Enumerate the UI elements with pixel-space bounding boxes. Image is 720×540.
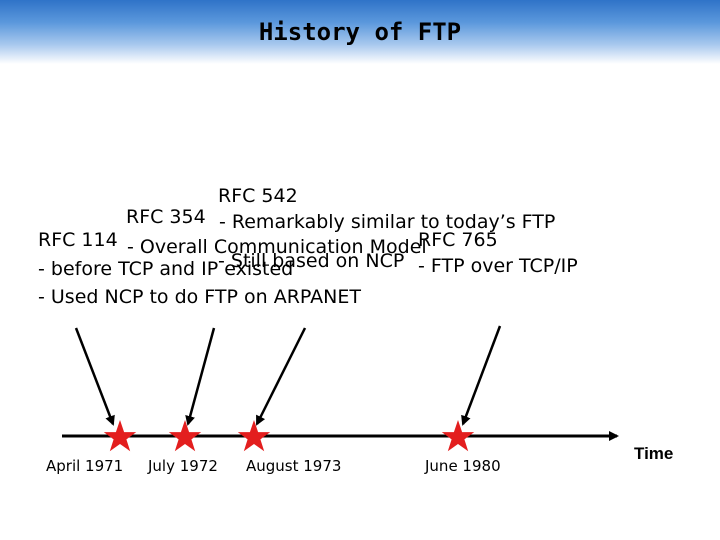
rfc-542-line-1: - Remarkably similar to today’s FTP <box>219 211 556 233</box>
date-label-june-1980: June 1980 <box>425 457 501 475</box>
rfc-114-line-1: - before TCP and IP existed <box>38 258 294 280</box>
star-marker-april-1971 <box>103 420 137 452</box>
rfc-114-line-2: - Used NCP to do FTP on ARPANET <box>38 286 361 308</box>
pointer-arrow-rfc-765 <box>461 325 502 426</box>
slide-title: History of FTP <box>258 18 462 46</box>
rfc-354-label: RFC 354 <box>126 206 206 228</box>
title-bar <box>0 0 720 64</box>
rfc-765-line-1: - FTP over TCP/IP <box>418 255 578 277</box>
rfc-542-line-2: - Still based on NCP <box>218 250 405 272</box>
axis-time-label: Time <box>634 444 674 463</box>
date-label-april-1971: April 1971 <box>46 457 124 475</box>
rfc-765-label: RFC 765 <box>418 229 498 251</box>
star-marker-july-1972 <box>168 420 202 452</box>
date-label-august-1973: August 1973 <box>246 457 342 475</box>
pointer-arrow-rfc-354 <box>185 327 216 426</box>
rfc-354-line-1: - Overall Communication Model <box>127 236 427 258</box>
star-marker-june-1980 <box>441 420 475 452</box>
pointer-arrow-rfc-114 <box>74 327 115 426</box>
rfc-114-label: RFC 114 <box>38 229 118 251</box>
date-label-july-1972: July 1972 <box>148 457 218 475</box>
pointer-arrow-rfc-542 <box>255 327 307 426</box>
star-marker-august-1973 <box>237 420 271 452</box>
rfc-542-label: RFC 542 <box>218 185 298 207</box>
